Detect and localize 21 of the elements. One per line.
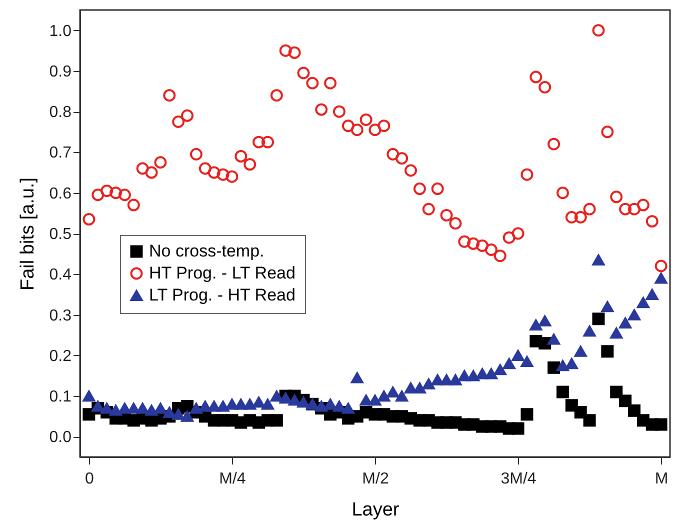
y-tick-label: 0.5 xyxy=(49,226,72,243)
x-tick-label: M/4 xyxy=(219,470,246,488)
x-tick-label: 3M/4 xyxy=(500,470,536,488)
y-tick-label: 0.3 xyxy=(49,307,72,324)
x-tick-label: M/2 xyxy=(362,470,389,488)
legend-label: No cross-temp. xyxy=(149,242,264,260)
y-tick-label: 0.8 xyxy=(49,104,72,122)
legend-label: HT Prog. - LT Read xyxy=(149,264,296,282)
x-axis-title: Layer xyxy=(352,500,400,520)
y-tick-label: 0.1 xyxy=(49,388,72,406)
y-tick-label: 0.0 xyxy=(49,429,72,446)
y-axis-title: Fail bits [a.u.] xyxy=(17,178,38,290)
y-tick-label: 0.7 xyxy=(49,144,72,162)
y-tick-label: 0.9 xyxy=(49,63,72,80)
y-tick-label: 0.2 xyxy=(49,348,72,365)
x-tick-label: 0 xyxy=(84,470,94,488)
y-tick-label: 0.6 xyxy=(49,185,72,202)
legend-label: LT Prog. - HT Read xyxy=(149,286,296,304)
y-tick-label: 1.0 xyxy=(49,22,72,40)
y-tick-label: 0.4 xyxy=(49,266,72,284)
x-tick-label: M xyxy=(654,470,668,488)
